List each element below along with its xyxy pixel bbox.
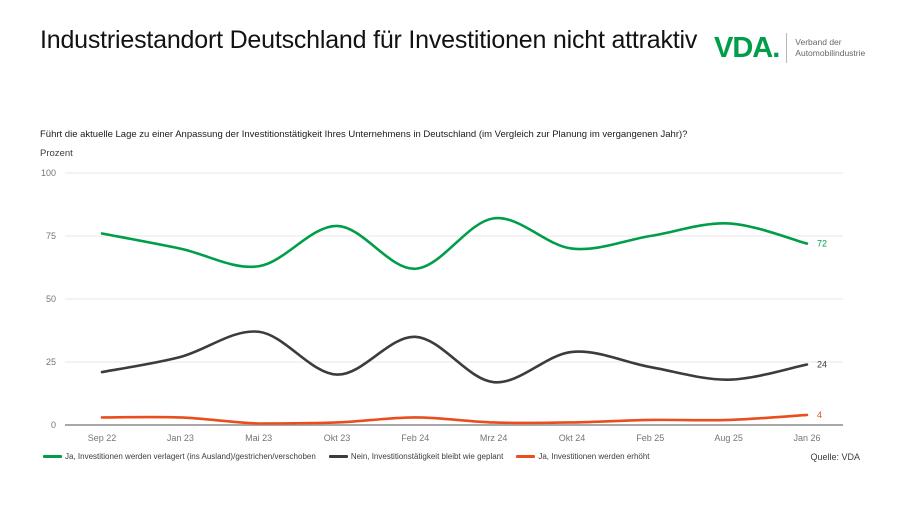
x-tick-label: Feb 25	[636, 433, 664, 443]
source-note: Quelle: VDA	[810, 452, 860, 462]
logo-tagline-line2: Automobilindustrie	[795, 48, 866, 58]
y-tick-label: 75	[46, 231, 56, 241]
vda-logo-wordmark: VDA.	[714, 31, 780, 64]
legend-swatch-1	[328, 455, 348, 458]
x-tick-label: Okt 24	[559, 433, 586, 443]
y-tick-label: 50	[46, 294, 56, 304]
legend-label-0: Ja, Investitionen werden verlagert (ins …	[65, 452, 316, 461]
logo-tagline-line1: Verband der	[795, 37, 842, 47]
series-end-label-1: 24	[817, 360, 827, 370]
line-chart-svg: 100 75 50 25 0 Sep 22 Jan 23 Mai 23 Okt 23 Feb 24…	[41, 168, 843, 443]
chart-question: Führt die aktuelle Lage zu einer Anpassu…	[40, 129, 688, 140]
vda-logo: VDA. Verband der Automobilindustrie	[714, 33, 865, 63]
legend-item-2: Ja, Investitionen werden erhöht	[516, 452, 650, 461]
y-axis-title: Prozent	[40, 148, 73, 159]
x-tick-label: Mrz 24	[480, 433, 508, 443]
legend-label-1: Nein, Investitionstätigkeit bleibt wie g…	[350, 452, 504, 461]
series-line-0	[100, 217, 809, 271]
series-line-2	[100, 413, 809, 425]
series-line-1	[100, 330, 809, 384]
legend-item-1: Nein, Investitionstätigkeit bleibt wie g…	[328, 452, 504, 461]
x-tick-label: Mai 23	[245, 433, 272, 443]
series-end-label-0: 72	[817, 239, 827, 249]
logo-tagline: Verband der Automobilindustrie	[795, 37, 865, 59]
x-tick-label: Okt 23	[324, 433, 351, 443]
chart-legend: Ja, Investitionen werden verlagert (ins …	[43, 452, 663, 461]
legend-item-0: Ja, Investitionen werden verlagert (ins …	[43, 452, 316, 461]
legend-label-2: Ja, Investitionen werden erhöht	[538, 452, 650, 461]
x-tick-label: Aug 25	[714, 433, 743, 443]
x-tick-label: Sep 22	[88, 433, 117, 443]
x-tick-label: Jan 23	[167, 433, 194, 443]
line-chart: 100 75 50 25 0 Sep 22 Jan 23 Mai 23 Okt 23 Feb 24…	[0, 160, 900, 452]
legend-swatch-0	[43, 455, 62, 458]
y-tick-label: 25	[46, 357, 56, 367]
y-tick-label: 100	[41, 168, 56, 178]
x-tick-label: Feb 24	[401, 433, 429, 443]
y-tick-label: 0	[51, 420, 56, 430]
series-end-label-2: 4	[817, 410, 822, 420]
x-tick-label: Jan 26	[793, 433, 820, 443]
legend-swatch-2	[516, 455, 536, 458]
logo-divider	[786, 33, 788, 63]
page-title: Industriestandort Deutschland für Invest…	[40, 26, 698, 54]
